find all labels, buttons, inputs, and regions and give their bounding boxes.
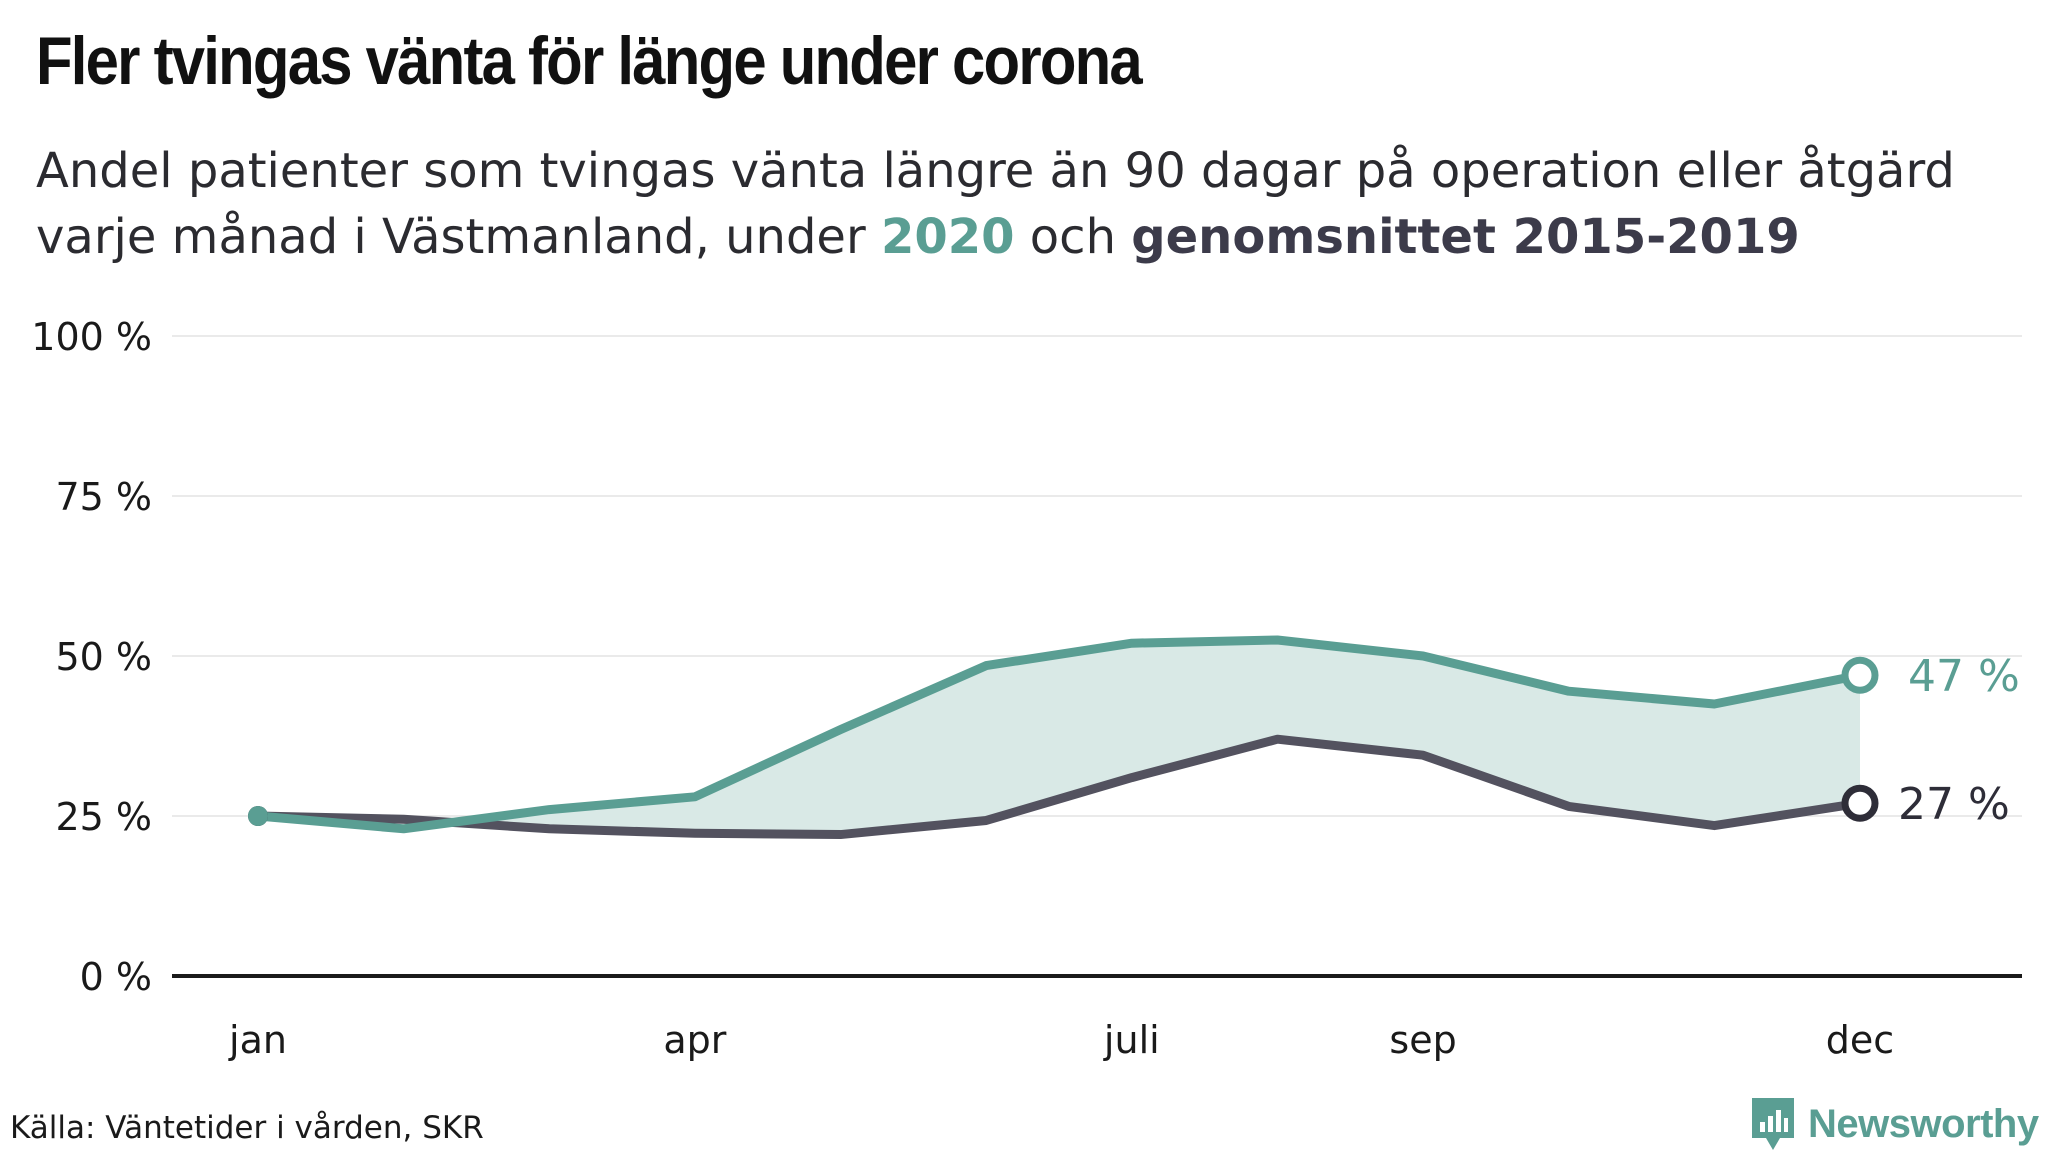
series-end-labels: 47 % 27 % [1898, 651, 2020, 830]
x-tick-label: apr [663, 1018, 726, 1062]
end-marker-average [1841, 784, 1879, 822]
subtitle-highlight-average: genomsnittet 2015-2019 [1131, 209, 1800, 265]
end-label-average: 27 % [1898, 779, 2010, 830]
chart-subtitle: Andel patienter som tvingas vänta längre… [36, 138, 2026, 270]
start-marker-2020 [248, 806, 268, 826]
y-tick-label: 25 % [55, 795, 152, 839]
series-line-2020 [253, 635, 1865, 834]
line-chart: 0 % 25 % 50 % 75 % 100 % jan apr juli sep dec 47… [31, 315, 2022, 1062]
end-label-2020: 47 % [1908, 651, 2020, 702]
y-tick-label: 100 % [31, 315, 152, 359]
x-tick-label: jan [228, 1018, 287, 1062]
y-tick-label: 0 % [80, 955, 152, 999]
series-line-average [253, 734, 1865, 840]
x-tick-label: sep [1389, 1018, 1456, 1062]
series-markers [248, 656, 1879, 826]
chart-title: Fler tvingas vänta för länge under coron… [36, 23, 1143, 99]
series-lines [253, 635, 1865, 840]
x-tick-label: juli [1103, 1018, 1160, 1062]
x-tick-label: dec [1826, 1018, 1894, 1062]
y-tick-label: 50 % [55, 635, 152, 679]
x-axis-ticks: jan apr juli sep dec [228, 1018, 1894, 1062]
subtitle-line2-start: varje månad i Västmanland, under [36, 209, 881, 265]
source-note: Källa: Väntetider i vården, SKR [10, 1110, 484, 1146]
brand-logo: Newsworthy [1748, 1092, 2039, 1156]
newsworthy-logo-icon [1752, 1098, 1794, 1150]
area-between-series [258, 640, 1860, 835]
y-tick-label: 75 % [55, 475, 152, 519]
y-axis-ticks: 0 % 25 % 50 % 75 % 100 % [31, 315, 152, 999]
brand-name: Newsworthy [1808, 1101, 2039, 1146]
subtitle-line1: Andel patienter som tvingas vänta längre… [36, 143, 1955, 199]
subtitle-line2-mid: och [1014, 209, 1132, 265]
subtitle-highlight-2020: 2020 [880, 209, 1015, 265]
end-marker-2020 [1841, 656, 1879, 694]
